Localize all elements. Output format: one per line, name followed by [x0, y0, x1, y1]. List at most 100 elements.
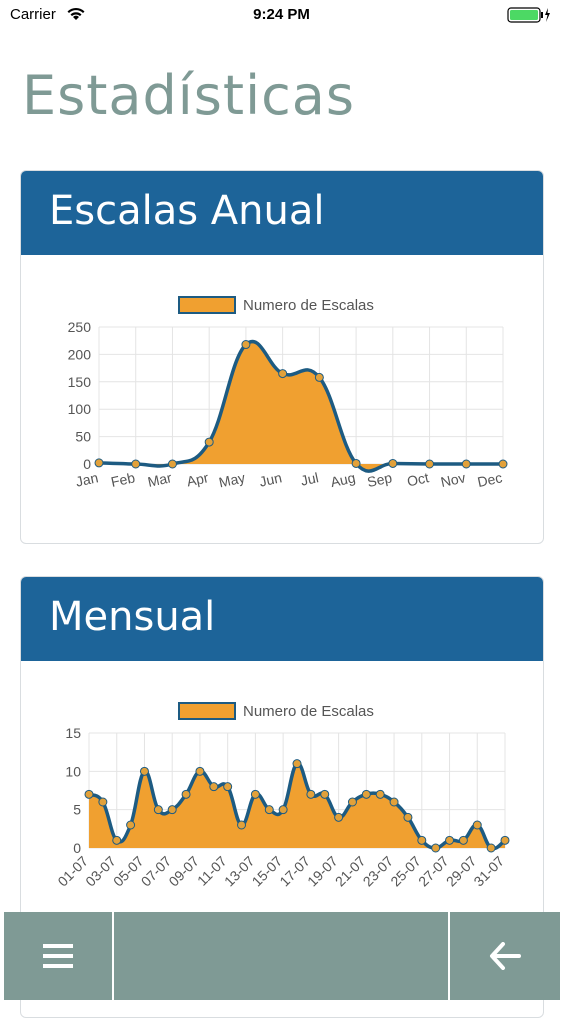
x-tick-label: 19-07 [304, 853, 341, 890]
data-point [417, 835, 427, 845]
data-point [320, 789, 330, 799]
legend-label: Numero de Escalas [243, 703, 374, 720]
x-tick-label: 09-07 [165, 853, 202, 890]
data-point [403, 812, 413, 822]
data-point [498, 459, 508, 469]
data-point [195, 766, 205, 776]
x-tick-label: 05-07 [110, 853, 147, 890]
y-tick-label: 15 [65, 725, 81, 741]
x-tick-label: Feb [109, 469, 136, 490]
x-tick-label: Nov [439, 469, 467, 490]
x-tick-label: 03-07 [82, 853, 119, 890]
data-point [204, 437, 214, 447]
data-point [472, 820, 482, 830]
data-point [425, 459, 435, 469]
x-tick-label: Apr [185, 469, 210, 489]
chart-legend: Numero de Escalas [178, 296, 374, 314]
x-tick-label: Jun [258, 469, 283, 489]
x-tick-label: 11-07 [194, 853, 230, 889]
x-tick-label: 25-07 [387, 853, 424, 890]
x-tick-label: 17-07 [276, 853, 313, 890]
data-point [375, 789, 385, 799]
x-tick-label: 31-07 [470, 853, 507, 890]
annual-card-title: Escalas Anual [49, 188, 325, 234]
data-point [461, 459, 471, 469]
annual-chart-card: Escalas Anual Numero de Escalas 250 200 150… [20, 170, 544, 544]
monthly-card-header: Mensual [21, 577, 543, 661]
data-point [131, 459, 141, 469]
data-point [431, 843, 441, 853]
page-title: Estadísticas [22, 64, 356, 127]
monthly-chart: Numero de Escalas 15 10 5 001-0703-0705-0707… [54, 702, 510, 890]
data-point [278, 369, 288, 379]
data-point [347, 797, 357, 807]
data-point [306, 789, 316, 799]
data-point [84, 789, 94, 799]
bottom-toolbar [4, 912, 560, 1000]
data-point [361, 789, 371, 799]
toolbar-spacer [114, 912, 450, 1000]
wifi-icon [66, 6, 86, 27]
data-point [278, 805, 288, 815]
x-tick-label: Sep [366, 469, 394, 490]
x-tick-label: Jan [74, 469, 99, 489]
x-tick-label: 01-07 [54, 853, 91, 890]
y-tick-label: 100 [68, 401, 92, 417]
x-tick-label: 13-07 [221, 853, 258, 890]
data-point [153, 805, 163, 815]
data-point [112, 835, 122, 845]
battery-icon [507, 6, 551, 29]
data-point [389, 797, 399, 807]
data-point [167, 805, 177, 815]
arrow-left-icon [490, 942, 521, 970]
monthly-card-title: Mensual [49, 594, 216, 640]
data-point [458, 835, 468, 845]
data-point [250, 789, 260, 799]
data-point [445, 835, 455, 845]
x-tick-label: May [217, 469, 246, 490]
data-point [94, 458, 104, 468]
data-point [126, 820, 136, 830]
data-point [241, 340, 251, 350]
x-tick-label: Jul [299, 469, 320, 488]
legend-label: Numero de Escalas [243, 297, 374, 314]
status-bar: Carrier 9:24 PM [0, 0, 563, 30]
data-point [209, 782, 219, 792]
data-point [139, 766, 149, 776]
x-tick-label: 15-07 [249, 853, 286, 890]
hamburger-menu-icon [43, 944, 73, 968]
back-button[interactable] [450, 912, 560, 1000]
data-point [500, 835, 510, 845]
x-tick-label: Mar [146, 469, 173, 490]
y-tick-label: 50 [75, 429, 91, 445]
data-point [98, 797, 108, 807]
carrier-label: Carrier [10, 6, 56, 23]
data-point [181, 789, 191, 799]
chart-legend: Numero de Escalas [178, 702, 374, 720]
y-tick-label: 0 [73, 840, 81, 856]
x-tick-label: 29-07 [443, 853, 480, 890]
data-point [292, 759, 302, 769]
y-tick-label: 0 [83, 456, 91, 472]
area-fill [89, 763, 505, 849]
x-tick-label: 07-07 [138, 853, 175, 890]
data-point [237, 820, 247, 830]
data-point [314, 372, 324, 382]
annual-card-header: Escalas Anual [21, 171, 543, 255]
data-point [388, 458, 398, 468]
data-point [223, 782, 233, 792]
x-tick-label: Aug [329, 469, 357, 490]
data-point [486, 843, 496, 853]
data-point [264, 805, 274, 815]
y-tick-label: 150 [68, 374, 92, 390]
menu-button[interactable] [4, 912, 114, 1000]
legend-swatch [178, 296, 236, 314]
data-point [334, 812, 344, 822]
legend-swatch [178, 702, 236, 720]
y-tick-label: 5 [73, 802, 81, 818]
x-tick-label: 23-07 [360, 853, 397, 890]
y-tick-label: 10 [65, 763, 81, 779]
data-point [167, 459, 177, 469]
x-tick-label: 27-07 [415, 853, 452, 890]
